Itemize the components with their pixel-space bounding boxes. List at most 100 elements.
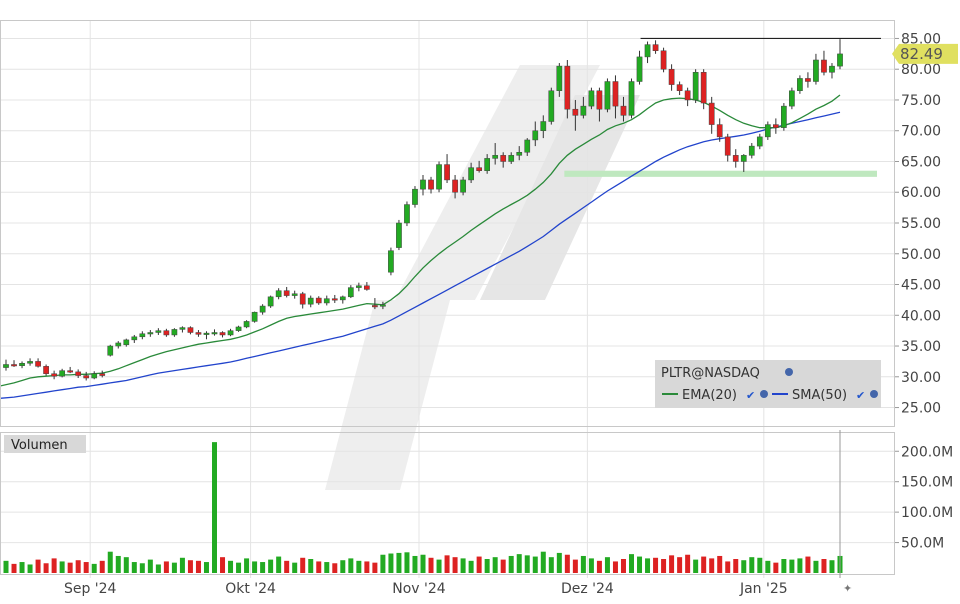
price-tick-label: 30.00 xyxy=(901,370,941,386)
candle-body xyxy=(67,370,74,373)
candle-body xyxy=(692,72,699,101)
candle-body xyxy=(781,105,787,128)
candle-body xyxy=(572,108,579,116)
volume-bar xyxy=(51,558,57,573)
price-tick-label: 60.00 xyxy=(901,185,941,201)
candle-body xyxy=(732,155,739,162)
volume-bar xyxy=(773,562,779,573)
ema-settings-icon[interactable] xyxy=(760,390,768,398)
volume-bar xyxy=(27,564,33,573)
volume-bar xyxy=(637,556,643,573)
legend-sma-label[interactable]: SMA(50) xyxy=(792,388,847,403)
candle-body xyxy=(516,152,523,156)
candle-body xyxy=(203,332,210,335)
volume-bar xyxy=(292,562,298,573)
candle-body xyxy=(35,361,41,367)
volume-bar xyxy=(99,560,105,573)
candle-body xyxy=(187,327,194,333)
sma-check-icon[interactable]: ✔ xyxy=(856,389,865,402)
candle-body xyxy=(660,50,667,70)
candle-body xyxy=(548,90,555,122)
candle-body xyxy=(380,304,386,307)
candle-body xyxy=(612,81,619,107)
volume-bar xyxy=(588,558,594,573)
volume-bar xyxy=(604,557,610,573)
volume-panel-label: Volumen xyxy=(4,435,86,453)
candle-body xyxy=(564,65,571,110)
volume-bar xyxy=(612,561,618,573)
candle-body xyxy=(139,333,146,338)
price-tick-label: 80.00 xyxy=(901,62,941,78)
candle-body xyxy=(364,285,370,290)
volume-bar xyxy=(19,562,25,573)
volume-bar xyxy=(693,559,699,573)
volume-bar xyxy=(324,562,330,573)
volume-bar xyxy=(717,555,723,573)
volume-bar xyxy=(220,557,226,573)
volume-bar xyxy=(316,561,322,573)
candle-body xyxy=(283,290,290,296)
sma-settings-icon[interactable] xyxy=(870,390,878,398)
candle-body xyxy=(171,329,178,336)
scroll-right-icon[interactable]: ✦ xyxy=(843,582,852,595)
legend-symbol[interactable]: PLTR@NASDAQ xyxy=(661,366,760,381)
volume-bar xyxy=(75,560,81,573)
volume-bar xyxy=(11,563,17,573)
candle-body xyxy=(604,81,611,110)
volume-bar xyxy=(179,557,185,573)
volume-bar xyxy=(829,560,835,573)
candle-body xyxy=(27,361,33,364)
price-tick-label: 65.00 xyxy=(901,154,941,170)
candle-body xyxy=(428,179,434,190)
volume-bar xyxy=(163,561,169,573)
volume-bar xyxy=(123,557,129,573)
volume-bar xyxy=(460,558,466,573)
volume-tick-label: 100.0M xyxy=(901,505,953,521)
volume-bar xyxy=(765,560,771,573)
legend-ema-label[interactable]: EMA(20) xyxy=(682,388,737,403)
volume-bar xyxy=(629,554,634,573)
time-tick-label: Jan '25 xyxy=(739,581,788,597)
volume-bar xyxy=(171,562,177,573)
volume-bar xyxy=(556,552,562,573)
candle-body xyxy=(404,204,410,224)
volume-bar xyxy=(757,557,763,573)
candle-body xyxy=(805,78,811,82)
volume-bar xyxy=(67,562,73,573)
candle-body xyxy=(476,167,482,171)
candle-body xyxy=(580,105,587,116)
candle-body xyxy=(91,373,98,379)
volume-bar xyxy=(516,554,522,573)
candle-body xyxy=(83,375,90,379)
volume-bar xyxy=(228,560,234,573)
volume-bar xyxy=(500,559,506,573)
candle-body xyxy=(748,145,755,156)
candle-body xyxy=(772,124,779,128)
volume-bar xyxy=(436,559,442,573)
volume-bar xyxy=(276,556,282,573)
price-tick-label: 50.00 xyxy=(901,247,941,263)
volume-bar xyxy=(749,557,755,573)
candle-body xyxy=(388,250,394,273)
volume-bar xyxy=(155,564,161,573)
volume-tick-label: 150.0M xyxy=(901,475,953,491)
volume-bar xyxy=(356,560,362,573)
volume-bar xyxy=(468,560,474,573)
candle-body xyxy=(797,78,803,91)
volume-bar xyxy=(340,560,346,573)
last-price-value: 82.49 xyxy=(900,45,943,63)
volume-bar xyxy=(236,562,242,573)
time-tick-label: Nov '24 xyxy=(392,581,446,597)
candles xyxy=(3,39,843,381)
symbol-settings-icon[interactable] xyxy=(785,368,793,376)
volume-bars xyxy=(3,442,843,573)
candle-body xyxy=(19,363,25,366)
candle-body xyxy=(235,326,242,331)
ema-check-icon[interactable]: ✔ xyxy=(746,389,755,402)
volume-bar xyxy=(404,552,410,573)
volume-bar xyxy=(452,557,458,573)
volume-bar xyxy=(596,560,602,573)
candle-body xyxy=(716,124,723,138)
candle-body xyxy=(323,298,330,304)
time-tick-label: Dez '24 xyxy=(561,581,614,597)
